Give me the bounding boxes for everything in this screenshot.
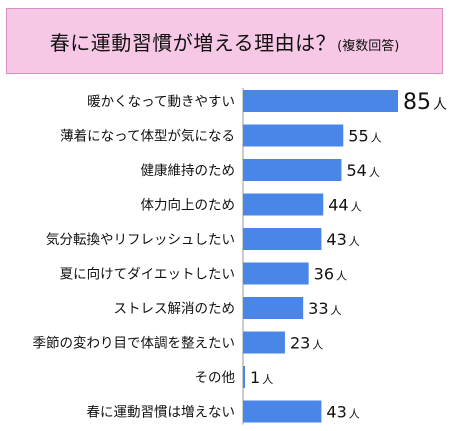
category-label: 季節の変わり目で体調を整えたい <box>33 335 236 352</box>
value-label: 43 人 <box>326 230 359 249</box>
value-label: 33 人 <box>308 299 341 318</box>
category-label: その他 <box>195 370 236 386</box>
bar <box>243 193 324 216</box>
category-label: 気分転換やリフレッシュしたい <box>46 232 235 248</box>
bar <box>243 262 309 285</box>
category-label: 体力向上のため <box>141 198 236 214</box>
chart-title: 春に運動習慣が増える理由は？ <box>49 30 337 55</box>
bar <box>243 400 322 423</box>
value-label: 43 人 <box>326 403 359 422</box>
category-label: 暖かくなって動きやすい <box>87 94 235 110</box>
bar <box>243 124 344 147</box>
chart-subtitle: (複数回答) <box>337 38 400 54</box>
bar <box>243 297 304 319</box>
category-label: 薄着になって体型が気になる <box>60 128 235 145</box>
value-label: 44 人 <box>328 196 361 215</box>
value-label: 54 人 <box>346 161 379 180</box>
value-label: 85 人 <box>403 90 447 115</box>
bar <box>243 366 245 388</box>
bar <box>243 228 322 250</box>
chart-title-box: 春に運動習慣が増える理由は？ (複数回答) <box>6 8 443 74</box>
value-label: 36 人 <box>314 265 347 284</box>
bar <box>243 90 398 112</box>
bar <box>243 159 342 181</box>
category-label: ストレス解消のため <box>114 301 236 317</box>
category-label: 春に運動習慣は増えない <box>87 405 236 421</box>
category-label: 健康維持のため <box>141 162 236 179</box>
value-label: 55 人 <box>348 127 381 146</box>
value-label: 23 人 <box>290 334 323 353</box>
category-label: 夏に向けてダイエットしたい <box>60 267 235 283</box>
bar <box>243 331 285 354</box>
